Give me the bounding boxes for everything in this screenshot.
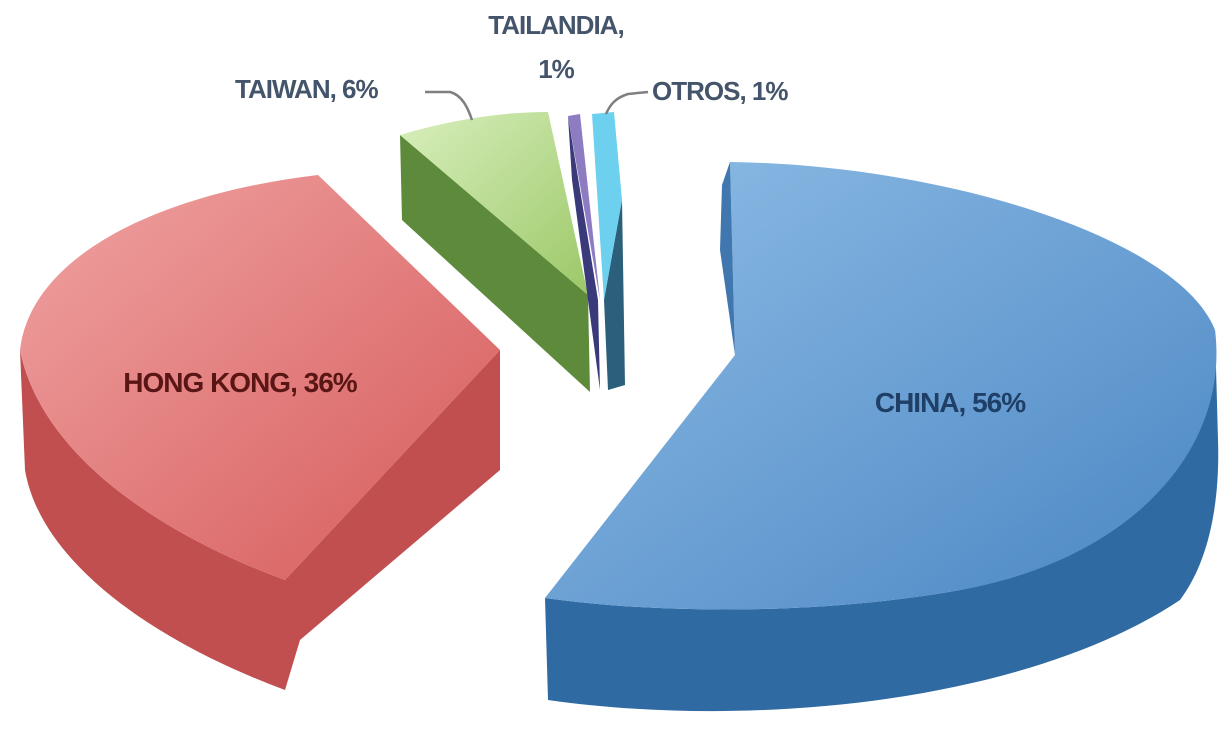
slice-china-top	[545, 162, 1217, 610]
slice-otros	[592, 112, 625, 390]
slice-taiwan	[400, 112, 590, 392]
label-tailandia-line2: 1%	[538, 54, 574, 84]
label-taiwan: TAIWAN, 6%	[235, 74, 379, 104]
slice-hong-kong	[20, 175, 500, 690]
slice-china	[545, 162, 1219, 712]
slice-tailandia-side	[568, 116, 600, 390]
slice-hong-kong-side	[20, 350, 500, 690]
slice-taiwan-side	[400, 135, 590, 392]
slice-china-side	[545, 330, 1219, 712]
slice-tailandia	[568, 114, 600, 390]
leader-line-taiwan	[425, 90, 474, 121]
slice-taiwan-top	[400, 112, 588, 295]
slice-otros-top	[592, 112, 622, 300]
slice-tailandia-top	[568, 114, 600, 300]
label-otros: OTROS, 1%	[652, 76, 788, 106]
slice-hong-kong-top	[20, 175, 500, 580]
label-hong-kong: HONG KONG, 36%	[123, 367, 357, 398]
slice-otros-side	[604, 200, 625, 390]
label-tailandia-line1: TAILANDIA,	[488, 10, 623, 40]
leader-line-otros	[604, 90, 649, 115]
slice-china-inner-side	[720, 162, 735, 355]
label-china: CHINA, 56%	[875, 387, 1026, 418]
